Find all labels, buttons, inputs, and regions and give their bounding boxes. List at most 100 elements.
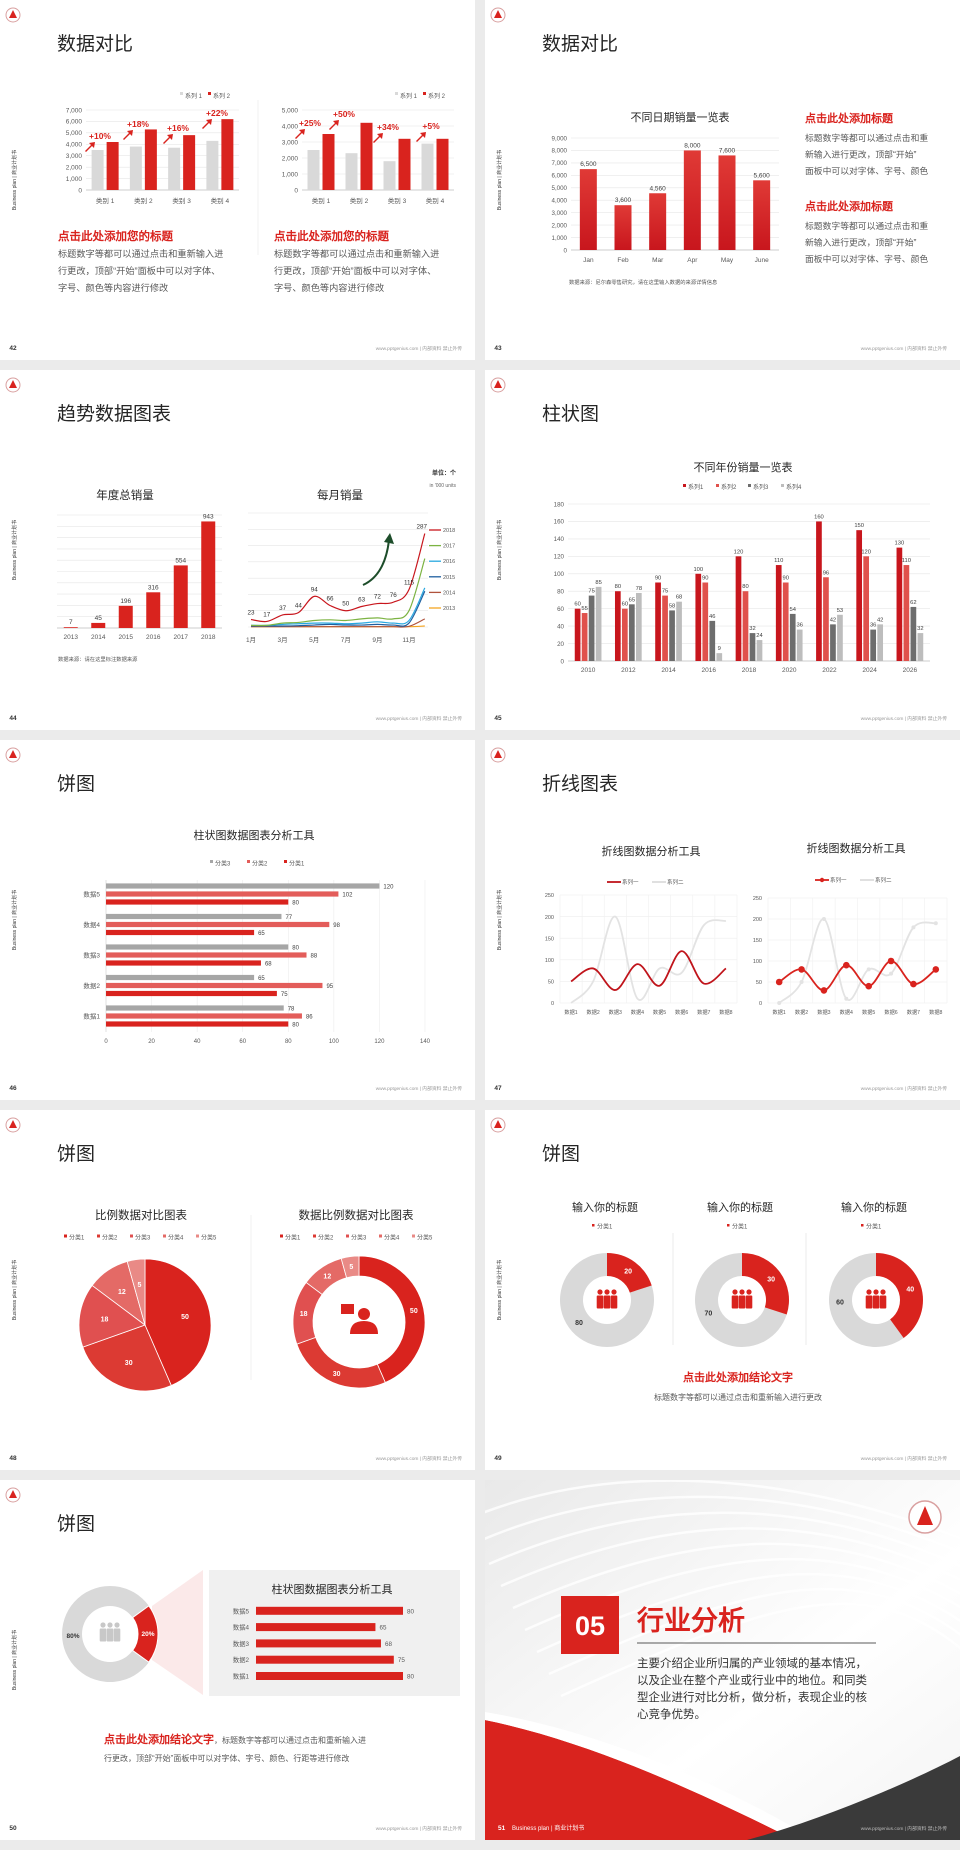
bar[interactable]: [837, 614, 843, 661]
slide-46[interactable]: 饼图 Business plan | 商业计划书 46 www.pptgenius.c…: [0, 740, 475, 1100]
bar[interactable]: [614, 205, 632, 250]
bar[interactable]: [360, 122, 373, 190]
bar[interactable]: [398, 138, 411, 190]
data-point[interactable]: [821, 917, 826, 921]
bar[interactable]: [129, 146, 142, 190]
data-point[interactable]: [843, 961, 850, 969]
slide-48[interactable]: 饼图 Business plan | 商业计划书 48 www.pptgenius.c…: [0, 1110, 475, 1470]
bar[interactable]: [436, 138, 449, 190]
bar[interactable]: [649, 193, 667, 250]
donut-slice-remaining[interactable]: [62, 1586, 149, 1682]
bar[interactable]: [870, 629, 877, 661]
bar[interactable]: [662, 595, 668, 661]
bar[interactable]: [256, 1606, 403, 1615]
data-point[interactable]: [889, 971, 894, 976]
bar[interactable]: [118, 605, 133, 628]
bar[interactable]: [877, 624, 884, 661]
bar[interactable]: [421, 143, 434, 190]
bar[interactable]: [716, 653, 723, 661]
data-point[interactable]: [887, 957, 895, 965]
bar[interactable]: [106, 891, 339, 897]
bar[interactable]: [146, 592, 161, 628]
bar[interactable]: [830, 624, 836, 661]
block-heading[interactable]: 点击此处添加您的标题: [58, 229, 173, 243]
pie-slice[interactable]: [126, 1258, 146, 1326]
donut-slice-value[interactable]: [742, 1253, 789, 1315]
bar[interactable]: [106, 974, 255, 981]
bar[interactable]: [749, 633, 756, 661]
slide-47[interactable]: 折线图表 Business plan | 商业计划书 47 www.pptgenius…: [485, 740, 960, 1100]
bar[interactable]: [669, 610, 675, 661]
bar[interactable]: [173, 565, 188, 628]
bar[interactable]: [856, 530, 863, 661]
bar[interactable]: [735, 556, 742, 661]
bar[interactable]: [588, 595, 595, 661]
bar[interactable]: [796, 629, 803, 661]
bar[interactable]: [106, 921, 330, 928]
slide-44[interactable]: 趋势数据图表 Business plan | 商业计划书 44 www.pptgeni…: [0, 370, 475, 730]
data-point[interactable]: [775, 978, 783, 986]
bar[interactable]: [789, 613, 796, 661]
slide-42[interactable]: 数据对比 Business plan | 商业计划书 42 www.pptgenius…: [0, 0, 475, 360]
data-point[interactable]: [932, 966, 940, 973]
bar[interactable]: [106, 944, 289, 950]
bar[interactable]: [256, 1672, 403, 1680]
bar[interactable]: [574, 608, 581, 661]
bar[interactable]: [183, 135, 196, 190]
slide-50[interactable]: 饼图 Business plan | 商业计划书 50 www.pptgenius.c…: [0, 1480, 475, 1840]
data-point[interactable]: [933, 921, 938, 926]
bar[interactable]: [106, 883, 380, 889]
bar[interactable]: [383, 161, 396, 190]
bar[interactable]: [695, 573, 702, 661]
bar[interactable]: [816, 521, 822, 661]
bar[interactable]: [903, 565, 910, 661]
bar[interactable]: [322, 134, 335, 190]
bar[interactable]: [753, 180, 771, 250]
donut-slice-remaining[interactable]: [828, 1253, 904, 1347]
bar[interactable]: [910, 606, 917, 661]
pie-slice[interactable]: [144, 1258, 212, 1387]
bar[interactable]: [106, 1013, 302, 1019]
bar[interactable]: [718, 155, 736, 250]
conclusion-heading[interactable]: 点击此处添加结论文字: [683, 1370, 793, 1384]
bar[interactable]: [256, 1655, 394, 1664]
bar[interactable]: [621, 608, 628, 661]
bar[interactable]: [106, 142, 119, 190]
pie-slice[interactable]: [296, 1336, 386, 1389]
donut-slice-value[interactable]: [607, 1253, 652, 1293]
bar[interactable]: [256, 1639, 381, 1648]
bar[interactable]: [581, 613, 588, 661]
bar[interactable]: [676, 601, 682, 661]
bar[interactable]: [742, 591, 749, 661]
bar[interactable]: [106, 952, 307, 958]
bar[interactable]: [579, 169, 597, 250]
data-point[interactable]: [799, 980, 804, 984]
bar[interactable]: [896, 547, 903, 661]
slide-51[interactable]: 05 行业分析 主要介绍企业所归属的产业领域的基本情况， 以及企业在整个产业或行业中的…: [485, 1480, 960, 1840]
data-point[interactable]: [911, 925, 916, 930]
pie-slice[interactable]: [82, 1324, 172, 1392]
bar[interactable]: [595, 586, 602, 661]
bar[interactable]: [201, 521, 216, 628]
block-heading[interactable]: 点击此处添加标题: [805, 111, 894, 125]
bar[interactable]: [63, 627, 78, 628]
bar[interactable]: [775, 565, 782, 661]
donut-slice-value[interactable]: [131, 1605, 159, 1663]
bar[interactable]: [709, 620, 716, 661]
bar[interactable]: [823, 577, 829, 661]
bar[interactable]: [655, 582, 661, 662]
block-heading[interactable]: 点击此处添加您的标题: [274, 229, 389, 243]
donut-slice-remaining[interactable]: [560, 1253, 654, 1347]
bar[interactable]: [221, 119, 234, 190]
bar[interactable]: [917, 633, 924, 661]
bar[interactable]: [106, 1021, 289, 1027]
bar[interactable]: [683, 150, 701, 250]
bar[interactable]: [168, 147, 181, 190]
bar[interactable]: [256, 1623, 376, 1632]
donut-slice-value[interactable]: [876, 1253, 923, 1339]
pie-slice[interactable]: [358, 1255, 426, 1384]
slide-49[interactable]: 饼图 Business plan | 商业计划书 49 www.pptgenius.c…: [485, 1110, 960, 1470]
bar[interactable]: [106, 899, 289, 905]
pie-slice[interactable]: [78, 1284, 146, 1348]
bar[interactable]: [756, 640, 763, 661]
